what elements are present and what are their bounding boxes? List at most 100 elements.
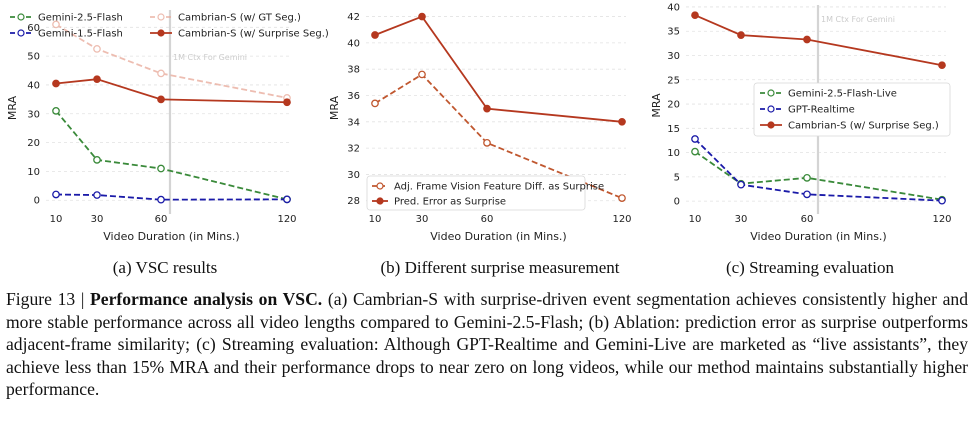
- y-tick-label: 32: [347, 144, 360, 155]
- data-point: [418, 12, 426, 21]
- y-tick-label: 40: [347, 38, 360, 49]
- series-line: [55, 110, 288, 201]
- subcaption-c: (c) Streaming evaluation: [725, 258, 895, 277]
- y-tick-label: 50: [27, 52, 40, 63]
- x-tick-label: 30: [91, 214, 104, 225]
- chart-a: 0 10 20 30 40 50 60 10 30 60 120 Video Duration (in…: [6, 10, 329, 243]
- x-tick-label: 60: [801, 214, 814, 225]
- x-axis-label: Video Duration (in Mins.): [103, 230, 239, 243]
- legend: Adj. Frame Vision Feature Diff. as Surpr…: [366, 175, 604, 211]
- x-axis-label: Video Duration (in Mins.): [750, 230, 886, 243]
- data-point: [93, 75, 101, 84]
- legend-entry: [372, 197, 388, 205]
- series-cambrian-s-w-surprise-seg-: [52, 75, 291, 107]
- series-line: [694, 14, 943, 67]
- caption-body: (a) Cambrian-S with surprise-driven even…: [6, 289, 968, 399]
- legend-marker: [157, 29, 165, 37]
- x-axis-label: Video Duration (in Mins.): [430, 230, 566, 243]
- chart-c: 0 5 10 15 20 25 30 35 40 10 30 60 120 Video Duration …: [650, 2, 952, 243]
- y-tick-label: 0: [674, 197, 680, 208]
- y-tick-label: 20: [667, 100, 680, 111]
- data-point: [803, 190, 811, 199]
- legend-label: Cambrian-S (w/ GT Seg.): [178, 13, 301, 24]
- y-tick-label: 10: [27, 167, 40, 178]
- x-tick-label: 60: [481, 214, 494, 225]
- data-point: [371, 99, 379, 108]
- y-tick-label: 10: [667, 148, 680, 159]
- series-line: [694, 138, 943, 202]
- data-point: [691, 11, 699, 20]
- data-point: [737, 31, 745, 39]
- data-point: [483, 104, 491, 113]
- y-tick-label: 36: [347, 91, 360, 102]
- subcaption-a: (a) VSC results: [112, 258, 218, 277]
- data-point: [52, 79, 60, 88]
- y-tick-label: 20: [27, 138, 40, 149]
- series-line: [55, 193, 288, 201]
- data-point: [157, 69, 165, 78]
- context-limit-label: 1M Ctx For Gemini: [173, 53, 247, 62]
- data-point: [737, 180, 745, 189]
- data-point: [803, 35, 811, 44]
- x-tick-label: 60: [155, 214, 168, 225]
- legend-label: Gemini-1.5-Flash: [38, 29, 123, 40]
- y-axis-label: MRA: [650, 93, 663, 118]
- y-tick-label: 30: [667, 51, 680, 62]
- legend-label: GPT-Realtime: [788, 105, 855, 116]
- legend-entry: [10, 29, 32, 37]
- legend-entry: [150, 13, 172, 21]
- y-tick-label: 38: [347, 65, 360, 76]
- data-point: [52, 20, 60, 29]
- series-line: [374, 73, 623, 199]
- caption-title: Performance analysis on VSC.: [90, 289, 323, 309]
- subcaption-b: (b) Different surprise measurement: [380, 258, 620, 277]
- x-tick-label: 10: [689, 214, 702, 225]
- legend-label: Cambrian-S (w/ Surprise Seg.): [178, 29, 329, 40]
- context-limit-label: 1M Ctx For Gemini: [821, 15, 895, 24]
- y-tick-label: 15: [667, 124, 680, 135]
- x-tick-label: 30: [416, 214, 429, 225]
- data-point: [157, 164, 165, 173]
- legend-marker: [767, 105, 775, 113]
- chart-b: 28 30 32 34 36 38 40 42 10 30 60 120 Video Duration …: [328, 12, 632, 243]
- legend-marker: [767, 121, 775, 129]
- data-point: [618, 194, 626, 202]
- y-tick-label: 60: [27, 23, 40, 34]
- legend: Gemini-2.5-Flash-Live GPT-Realtime Cambria…: [753, 82, 951, 137]
- y-tick-label: 30: [27, 109, 40, 120]
- series-gemini-2-5-flash: [52, 107, 291, 204]
- data-point: [803, 173, 811, 182]
- y-tick-label: 30: [347, 170, 360, 181]
- y-tick-label: 28: [347, 196, 360, 207]
- legend-marker: [376, 182, 384, 190]
- data-point: [283, 98, 291, 107]
- caption-prefix: Figure 13 |: [6, 289, 91, 309]
- series-line: [55, 23, 288, 99]
- legend-label: Gemini-2.5-Flash-Live: [788, 89, 897, 100]
- legend-entry: [372, 182, 388, 190]
- legend-marker: [17, 29, 25, 37]
- data-point: [691, 147, 699, 156]
- data-point: [93, 191, 101, 199]
- legend-entry: [760, 121, 782, 129]
- legend-label: Pred. Error as Surprise: [394, 197, 506, 208]
- data-point: [483, 139, 491, 147]
- legend-box: [366, 175, 586, 211]
- legend-marker: [767, 89, 775, 97]
- legend-entry: [760, 105, 782, 113]
- data-point: [157, 195, 165, 204]
- figure-caption: Figure 13 | Performance analysis on VSC.…: [6, 288, 968, 401]
- data-point: [157, 95, 165, 104]
- y-tick-label: 42: [347, 12, 360, 23]
- legend-marker: [17, 13, 25, 21]
- legend-marker: [376, 197, 384, 205]
- y-tick-label: 40: [27, 80, 40, 91]
- data-point: [283, 195, 291, 204]
- data-point: [691, 135, 699, 143]
- series-cambrian-s-w-gt-seg-: [52, 20, 291, 102]
- x-tick-label: 10: [50, 214, 63, 225]
- y-tick-label: 0: [34, 196, 40, 207]
- x-tick-label: 120: [932, 214, 951, 225]
- legend-box: [753, 82, 951, 137]
